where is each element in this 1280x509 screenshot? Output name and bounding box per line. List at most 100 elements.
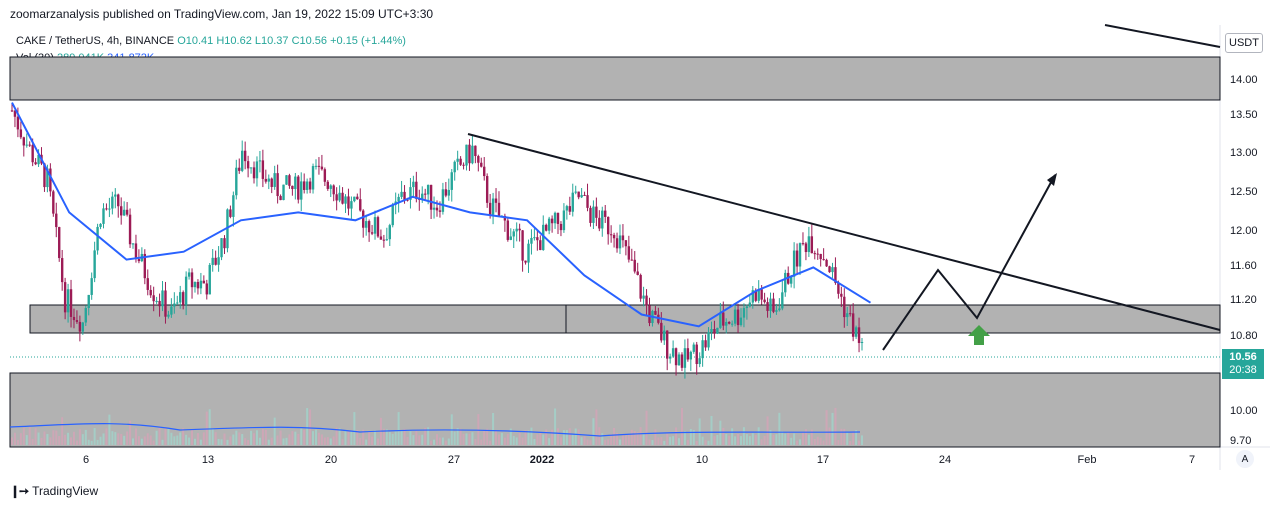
volume-bar <box>376 438 379 445</box>
candle-body <box>722 312 725 326</box>
upper-trend-line <box>1104 24 1221 48</box>
volume-bar <box>247 440 250 445</box>
symbol-label[interactable]: CAKE / TetherUS, 4h, BINANCE <box>16 35 175 47</box>
volume-bar <box>418 435 421 445</box>
candle-body <box>553 212 557 224</box>
time-tick-label: 24 <box>939 454 951 466</box>
candle-body <box>828 266 831 273</box>
time-tick-label: 10 <box>696 454 708 466</box>
candle-body <box>232 195 235 217</box>
candle-body <box>795 250 799 267</box>
volume-label[interactable]: Vol (30) <box>16 52 54 64</box>
volume-bar <box>627 434 630 445</box>
candle-body <box>851 313 855 337</box>
tradingview-logo-icon: ❙➙ <box>10 484 29 498</box>
candle-body <box>663 330 666 341</box>
volume-bar <box>226 439 229 445</box>
time-tick-label: 20 <box>325 454 337 466</box>
volume-bar <box>772 434 775 445</box>
volume-bar <box>199 439 202 445</box>
volume-bar <box>742 427 745 445</box>
volume-bar <box>766 416 769 445</box>
volume-bar <box>329 438 332 445</box>
volume-bar <box>450 414 453 445</box>
volume-bar <box>258 437 261 445</box>
candle-body <box>223 238 226 249</box>
volume-bar <box>114 432 117 445</box>
volume-bar <box>297 433 300 445</box>
candle-body <box>500 215 504 217</box>
time-axis-ticks: 6 13 20 27 2022 10 17 24 Feb 7 <box>83 454 1195 466</box>
candle-body <box>423 193 427 195</box>
candle-body <box>273 173 276 187</box>
auto-scale-button[interactable]: A <box>1236 450 1254 468</box>
volume-bar <box>320 434 323 445</box>
candle-body <box>279 196 282 201</box>
volume-bar <box>306 408 309 445</box>
volume-bar <box>548 438 551 445</box>
volume-bar <box>483 429 486 445</box>
candle-body <box>606 216 610 235</box>
time-tick-label: 7 <box>1189 454 1195 466</box>
volume-bar <box>648 439 651 445</box>
candle-body <box>766 302 769 311</box>
candle-body <box>813 253 816 255</box>
volume-bar <box>855 429 858 445</box>
candle-body <box>143 253 147 279</box>
volume-bar <box>796 440 799 445</box>
ema-label[interactable]: EMA (34, close, 0) <box>16 69 106 81</box>
candle-body <box>176 302 179 304</box>
volume-bar <box>775 434 778 445</box>
volume-bar <box>300 428 303 445</box>
candle-body <box>621 235 625 241</box>
volume-bar <box>580 437 583 445</box>
volume-bar <box>607 439 610 445</box>
candle-body <box>93 250 96 279</box>
candle-body <box>300 181 303 200</box>
volume-bar <box>96 439 99 445</box>
brand-name: TradingView <box>32 484 99 498</box>
volume-bar <box>586 439 589 445</box>
volume-bar <box>123 435 126 445</box>
candle-body <box>285 175 288 185</box>
candle-body <box>314 165 318 167</box>
volume-bar <box>680 407 683 445</box>
last-price-value: 10.56 <box>1229 351 1257 363</box>
candle-body <box>668 356 672 359</box>
candle-body <box>615 238 619 249</box>
volume-bar <box>397 412 400 445</box>
candle-body <box>450 172 453 190</box>
candle-body <box>494 198 498 203</box>
candle-body <box>834 267 837 283</box>
volume-bar <box>728 435 731 445</box>
candle-body <box>627 246 631 260</box>
candle-body <box>409 187 412 200</box>
candle-body <box>477 156 480 163</box>
volume-bar <box>146 433 149 445</box>
candle-body <box>542 224 545 251</box>
volume-bar <box>270 437 273 445</box>
volume-bar <box>784 433 787 445</box>
volume-bar <box>660 437 663 445</box>
volume-bar <box>562 430 565 445</box>
candle-body <box>78 321 82 332</box>
volume-bar <box>294 431 297 445</box>
volume-bar <box>822 440 825 445</box>
candle-body <box>43 163 46 188</box>
currency-button[interactable]: USDT <box>1225 33 1263 53</box>
volume-bar <box>217 438 220 445</box>
candle-body <box>474 145 477 157</box>
candle-body <box>462 164 465 166</box>
candle-body <box>388 225 391 240</box>
price-tick-label: 13.50 <box>1230 109 1258 121</box>
candle-body <box>547 218 551 231</box>
candle-body <box>302 181 306 190</box>
candle-body <box>748 302 752 307</box>
volume-bar <box>737 433 740 445</box>
candle-body <box>52 191 55 214</box>
volume-bar <box>536 434 539 445</box>
candle-body <box>81 322 85 332</box>
candle-body <box>305 181 309 190</box>
volume-bar <box>46 434 49 445</box>
